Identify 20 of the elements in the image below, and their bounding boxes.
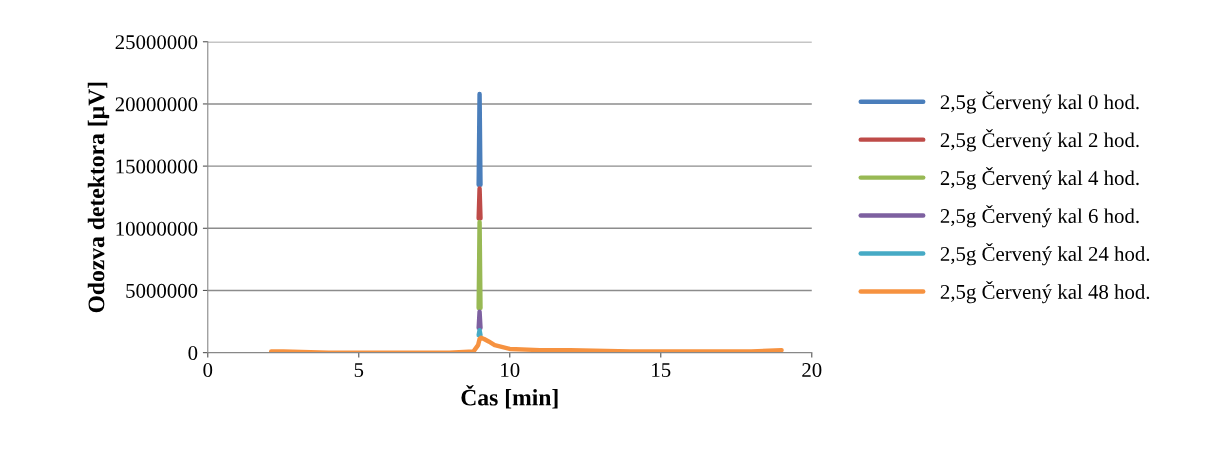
legend-label: 2,5g Červený kal 24 hod. [940,242,1150,266]
legend-label: 2,5g Červený kal 0 hod. [940,91,1139,114]
x-axis-title: Čas [min] [461,384,558,409]
legend-label: 2,5g Červený kal 48 hod. [940,280,1150,304]
y-tick-label: 15000000 [116,159,198,174]
y-tick-label: 5000000 [126,283,198,298]
x-tick-label: 10 [501,362,520,378]
x-tick-label: 5 [354,363,364,378]
y-tick-label: 25000000 [115,35,198,50]
legend-label: 2,5g Červený kal 2 hod. [940,129,1139,152]
legend-label: 2,5g Červený kal 6 hod. [940,205,1139,228]
line-series [268,335,784,353]
y-tick-label: 10000000 [116,221,198,236]
x-tick-label: 20 [802,362,822,378]
y-tick-label: 0 [188,346,198,361]
x-tick-label: 15 [652,363,671,378]
legend-label: 2,5g Červený kal 4 hod. [940,167,1139,190]
x-tick-label: 0 [203,362,213,378]
y-tick-label: 20000000 [115,97,198,112]
y-axis-title: Odozva detektora [µV] [87,82,110,313]
